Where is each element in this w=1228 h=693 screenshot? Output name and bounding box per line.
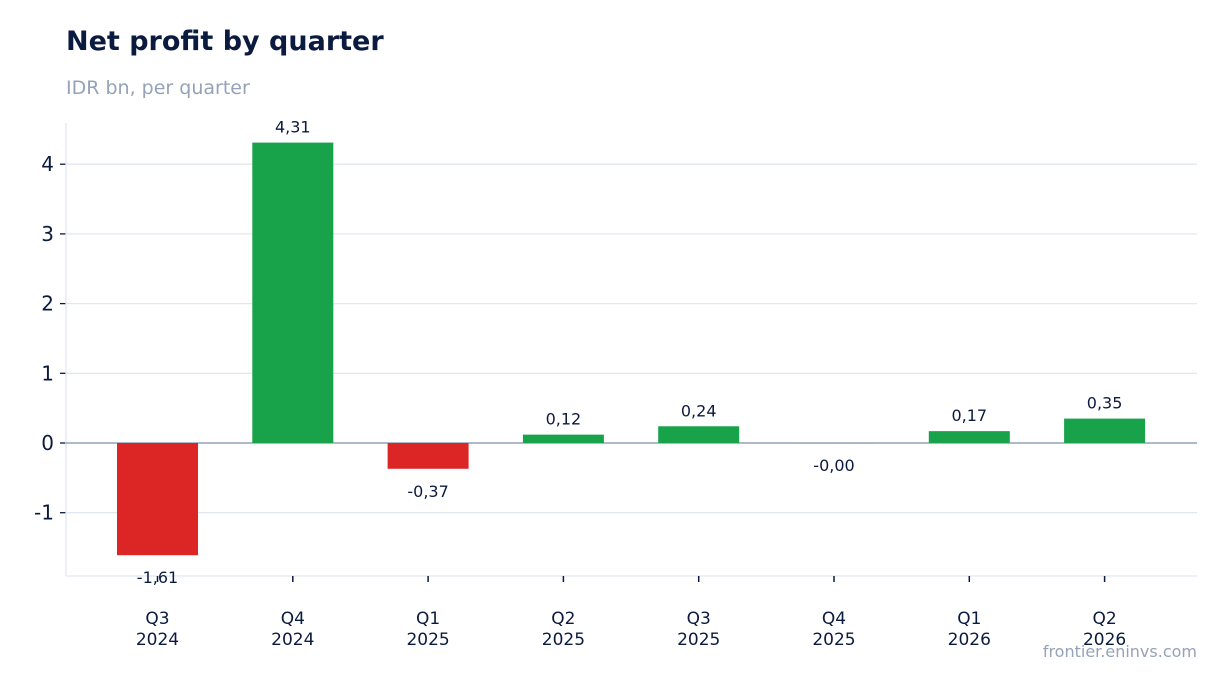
x-tick-label-quarter: Q3: [145, 609, 169, 629]
x-tick-label-quarter: Q1: [416, 609, 440, 629]
x-tick-label-year: 2025: [677, 630, 720, 650]
data-label: 0,35: [1087, 394, 1123, 413]
data-label: -0,00: [813, 456, 854, 475]
x-tick-label-quarter: Q4: [822, 609, 846, 629]
x-tick-label-quarter: Q2: [1092, 609, 1116, 629]
y-tick-label: 0: [41, 431, 54, 455]
x-tick-label-quarter: Q2: [551, 609, 575, 629]
bar: [117, 443, 198, 556]
data-labels: -1,61 4,31 -0,37 0,12 0,24 -0,00 0,17 0,35: [137, 118, 1123, 588]
x-tick-label-year: 2025: [406, 630, 449, 650]
data-label: 4,31: [275, 118, 311, 137]
bars: [117, 142, 1146, 556]
x-tick-label-quarter: Q3: [687, 609, 711, 629]
data-label: -1,61: [137, 568, 178, 587]
x-tick-label-year: 2025: [812, 630, 855, 650]
x-tick-label-quarter: Q4: [281, 609, 305, 629]
bar: [387, 443, 469, 469]
axes: -101234Q32024Q42024Q12025Q22025Q32025Q42…: [34, 123, 1197, 650]
x-tick-label-year: 2024: [136, 630, 179, 650]
x-tick-label-year: 2025: [542, 630, 585, 650]
y-tick-label: 2: [41, 292, 54, 316]
bar: [522, 434, 604, 443]
chart-title: Net profit by quarter: [66, 26, 384, 57]
data-label: -0,37: [407, 482, 448, 501]
data-label: 0,24: [681, 401, 717, 420]
x-tick-label-year: 2024: [271, 630, 314, 650]
bar: [1064, 418, 1146, 443]
y-tick-label: 3: [41, 222, 54, 246]
bar: [252, 142, 334, 443]
y-tick-label: -1: [34, 501, 54, 525]
chart-subtitle: IDR bn, per quarter: [66, 77, 250, 99]
data-label: 0,17: [951, 406, 987, 425]
source-credit: frontier.eninvs.com: [1042, 642, 1197, 661]
x-tick-label-quarter: Q1: [957, 609, 981, 629]
x-tick-label-year: 2026: [1083, 630, 1126, 650]
data-label: 0,12: [546, 410, 582, 429]
grid-lines: [66, 163, 1197, 514]
x-tick-label-year: 2026: [948, 630, 991, 650]
y-tick-label: 1: [41, 361, 54, 385]
y-tick-label: 4: [41, 152, 54, 176]
bar: [658, 426, 740, 443]
bar: [928, 431, 1010, 443]
